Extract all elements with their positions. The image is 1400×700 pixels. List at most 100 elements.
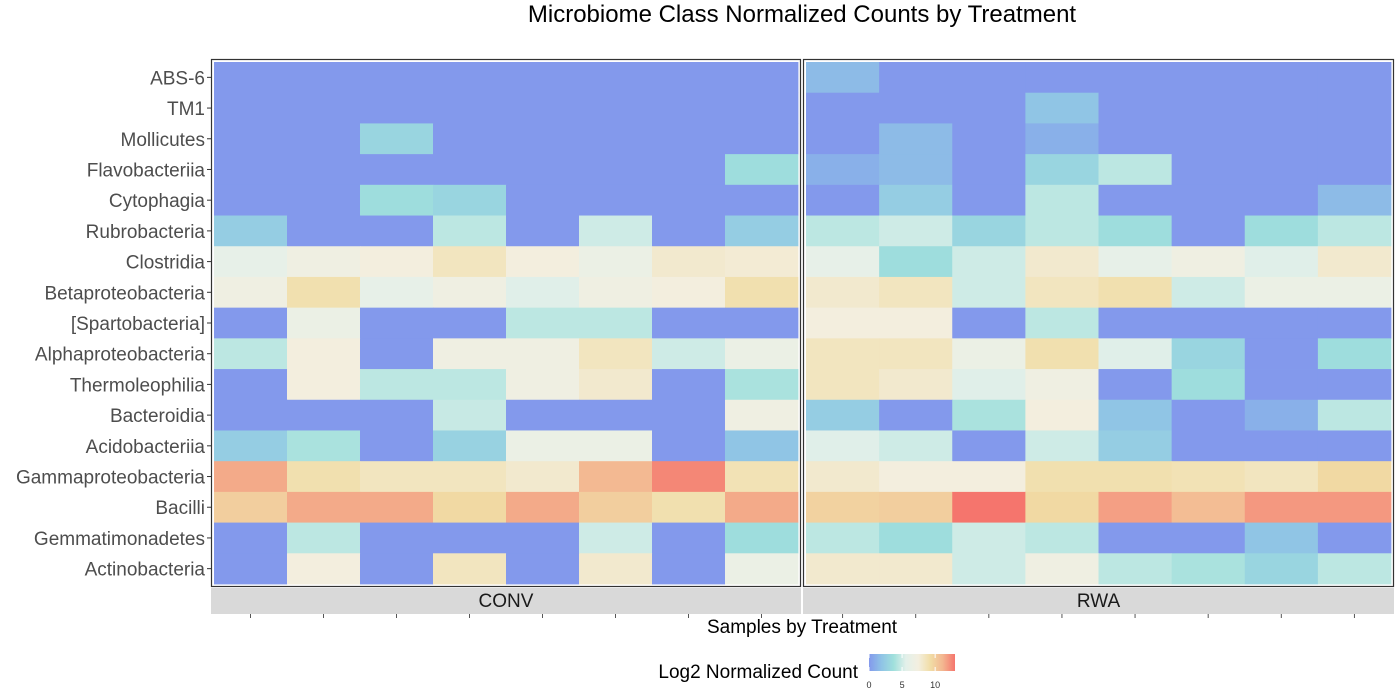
heatmap-cell (952, 62, 1026, 94)
heatmap-cell (1317, 553, 1392, 585)
heatmap-cell (952, 522, 1026, 554)
heatmap-cell (287, 369, 361, 401)
heatmap-cell (1317, 430, 1392, 462)
heatmap-cell (433, 215, 507, 247)
heatmap-cell (287, 307, 361, 339)
heatmap-cell (725, 338, 799, 370)
heatmap-cell (579, 338, 653, 370)
facet-strip (211, 588, 801, 614)
heatmap-cell (725, 62, 799, 94)
heatmap-cell (433, 461, 507, 493)
heatmap-cell (579, 123, 653, 155)
heatmap-cell (879, 307, 953, 339)
heatmap-cell (433, 399, 507, 431)
heatmap-cell (1317, 461, 1392, 493)
heatmap-cell (806, 92, 880, 124)
heatmap-cell (287, 276, 361, 309)
heatmap-cell (360, 491, 434, 523)
heatmap-cell (360, 184, 434, 216)
heatmap-cell (433, 276, 507, 309)
heatmap-cell (433, 184, 507, 216)
heatmap-cell (1098, 307, 1173, 339)
panel-border (210, 58, 802, 588)
heatmap-cell (506, 62, 580, 94)
heatmap-cell (806, 399, 880, 431)
x-axis-ticks (250, 614, 1355, 618)
heatmap-cell (1171, 276, 1246, 309)
heatmap-cell (579, 62, 653, 94)
heatmap-cell (1317, 399, 1392, 431)
row-labels: ABS-6 TM1 Mollicutes Flavobacteriia Cytophag… (16, 68, 211, 581)
heatmap-cell (360, 553, 434, 585)
heatmap-cell (806, 184, 880, 216)
heatmap-cell (879, 123, 953, 155)
heatmap-cell (952, 399, 1026, 431)
heatmap-cell (806, 154, 880, 186)
heatmap-cell (1317, 92, 1392, 124)
heatmap-cell (360, 276, 434, 309)
heatmap-cell (1098, 430, 1173, 462)
heatmap-cell (725, 522, 799, 554)
heatmap-cell (433, 246, 507, 278)
heatmap-cell (1244, 430, 1319, 462)
heatmap-cell (1244, 276, 1319, 309)
heatmap-cell (214, 553, 288, 585)
heatmap-cell (879, 154, 953, 186)
heatmap-cell (1098, 338, 1173, 370)
row-label: Acidobacteriia (86, 437, 206, 458)
heatmap-cell (287, 92, 361, 124)
heatmap-cell (1171, 553, 1246, 585)
heatmap-cell (1025, 246, 1099, 278)
heatmap-cell (579, 553, 653, 585)
heatmap-cell (725, 246, 799, 278)
row-label: Clostridia (126, 253, 206, 274)
legend-colorbar (869, 654, 955, 671)
heatmap-cell (506, 246, 580, 278)
heatmap-cell (952, 246, 1026, 278)
heatmap-cell (952, 154, 1026, 186)
heatmap-cell (1317, 338, 1392, 370)
heatmap-cell (1317, 491, 1392, 523)
heatmap-cell (1171, 215, 1246, 247)
heatmap-cell (1025, 491, 1099, 523)
heatmap-cell (1244, 246, 1319, 278)
heatmap-cell (1025, 123, 1099, 155)
heatmap-cell (1317, 307, 1392, 339)
panel-border (802, 58, 1395, 588)
heatmap-cell (1098, 62, 1173, 94)
heatmap-cell (1098, 369, 1173, 401)
heatmap-cell (1025, 338, 1099, 370)
heatmap-cell (506, 154, 580, 186)
heatmap-cell (214, 491, 288, 523)
heatmap-cell (879, 522, 953, 554)
heatmap-cell (879, 430, 953, 462)
heatmap-cell (433, 369, 507, 401)
heatmap-cell (360, 522, 434, 554)
row-label: Gemmatimonadetes (34, 529, 205, 550)
heatmap-cell (579, 246, 653, 278)
heatmap-cell (214, 184, 288, 216)
row-label: Bacilli (155, 498, 205, 519)
heatmap-cell (506, 369, 580, 401)
heatmap-cell (579, 276, 653, 309)
heatmap-cell (879, 276, 953, 309)
heatmap-cell (806, 246, 880, 278)
heatmap-cell (579, 307, 653, 339)
heatmap-cell (806, 215, 880, 247)
heatmap-cell (1317, 246, 1392, 278)
chart-title: Microbiome Class Normalized Counts by Tr… (528, 1, 1077, 28)
heatmap-cell (287, 430, 361, 462)
heatmap-cell (1244, 522, 1319, 554)
heatmap-cell (287, 491, 361, 523)
heatmap-cell (1098, 491, 1173, 523)
row-label: Gammaproteobacteria (16, 468, 205, 489)
heatmap-cell (652, 430, 726, 462)
heatmap-cell (360, 369, 434, 401)
facet-strips: CONV RWA (211, 588, 1394, 614)
heatmap-cell (725, 369, 799, 401)
heatmap-cell (506, 276, 580, 309)
heatmap-cell (360, 246, 434, 278)
heatmap-cell (806, 522, 880, 554)
legend-title: Log2 Normalized Count (658, 662, 858, 683)
